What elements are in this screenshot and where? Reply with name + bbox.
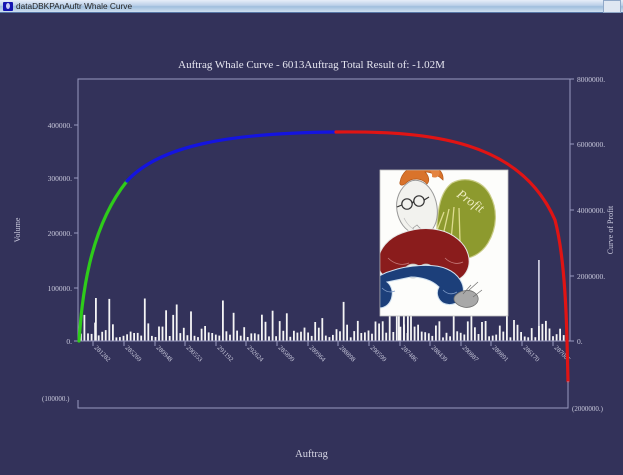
svg-text:286170: 286170 <box>522 344 541 363</box>
svg-text:287486: 287486 <box>400 344 419 363</box>
svg-text:Curve of Profit: Curve of Profit <box>606 205 615 254</box>
svg-text:285899: 285899 <box>277 344 296 363</box>
svg-text:400000.: 400000. <box>48 121 73 130</box>
svg-text:289964: 289964 <box>308 344 327 363</box>
svg-text:4000000.: 4000000. <box>577 206 605 215</box>
svg-text:290599: 290599 <box>369 344 388 363</box>
svg-text:291192: 291192 <box>216 344 235 363</box>
svg-text:288898: 288898 <box>338 344 357 363</box>
svg-text:0.: 0. <box>577 337 583 346</box>
svg-text:289948: 289948 <box>155 344 174 363</box>
svg-text:(100000.): (100000.) <box>42 395 70 403</box>
svg-text:288439: 288439 <box>430 344 449 363</box>
svg-text:100000.: 100000. <box>48 284 73 293</box>
svg-text:290553: 290553 <box>185 344 204 363</box>
svg-text:300000.: 300000. <box>48 174 73 183</box>
svg-text:Volume: Volume <box>13 217 22 242</box>
svg-text:2000000.: 2000000. <box>577 272 605 281</box>
svg-text:0.: 0. <box>66 337 72 346</box>
svg-text:285269: 285269 <box>124 344 143 363</box>
svg-text:281282: 281282 <box>93 344 112 363</box>
svg-text:292624: 292624 <box>246 344 265 363</box>
svg-text:6000000.: 6000000. <box>577 140 605 149</box>
svg-text:290887: 290887 <box>461 344 480 363</box>
svg-text:289891: 289891 <box>491 344 510 363</box>
svg-text:8000000.: 8000000. <box>577 75 605 84</box>
svg-text:200000.: 200000. <box>48 229 73 238</box>
svg-text:(2000000.): (2000000.) <box>572 405 604 413</box>
